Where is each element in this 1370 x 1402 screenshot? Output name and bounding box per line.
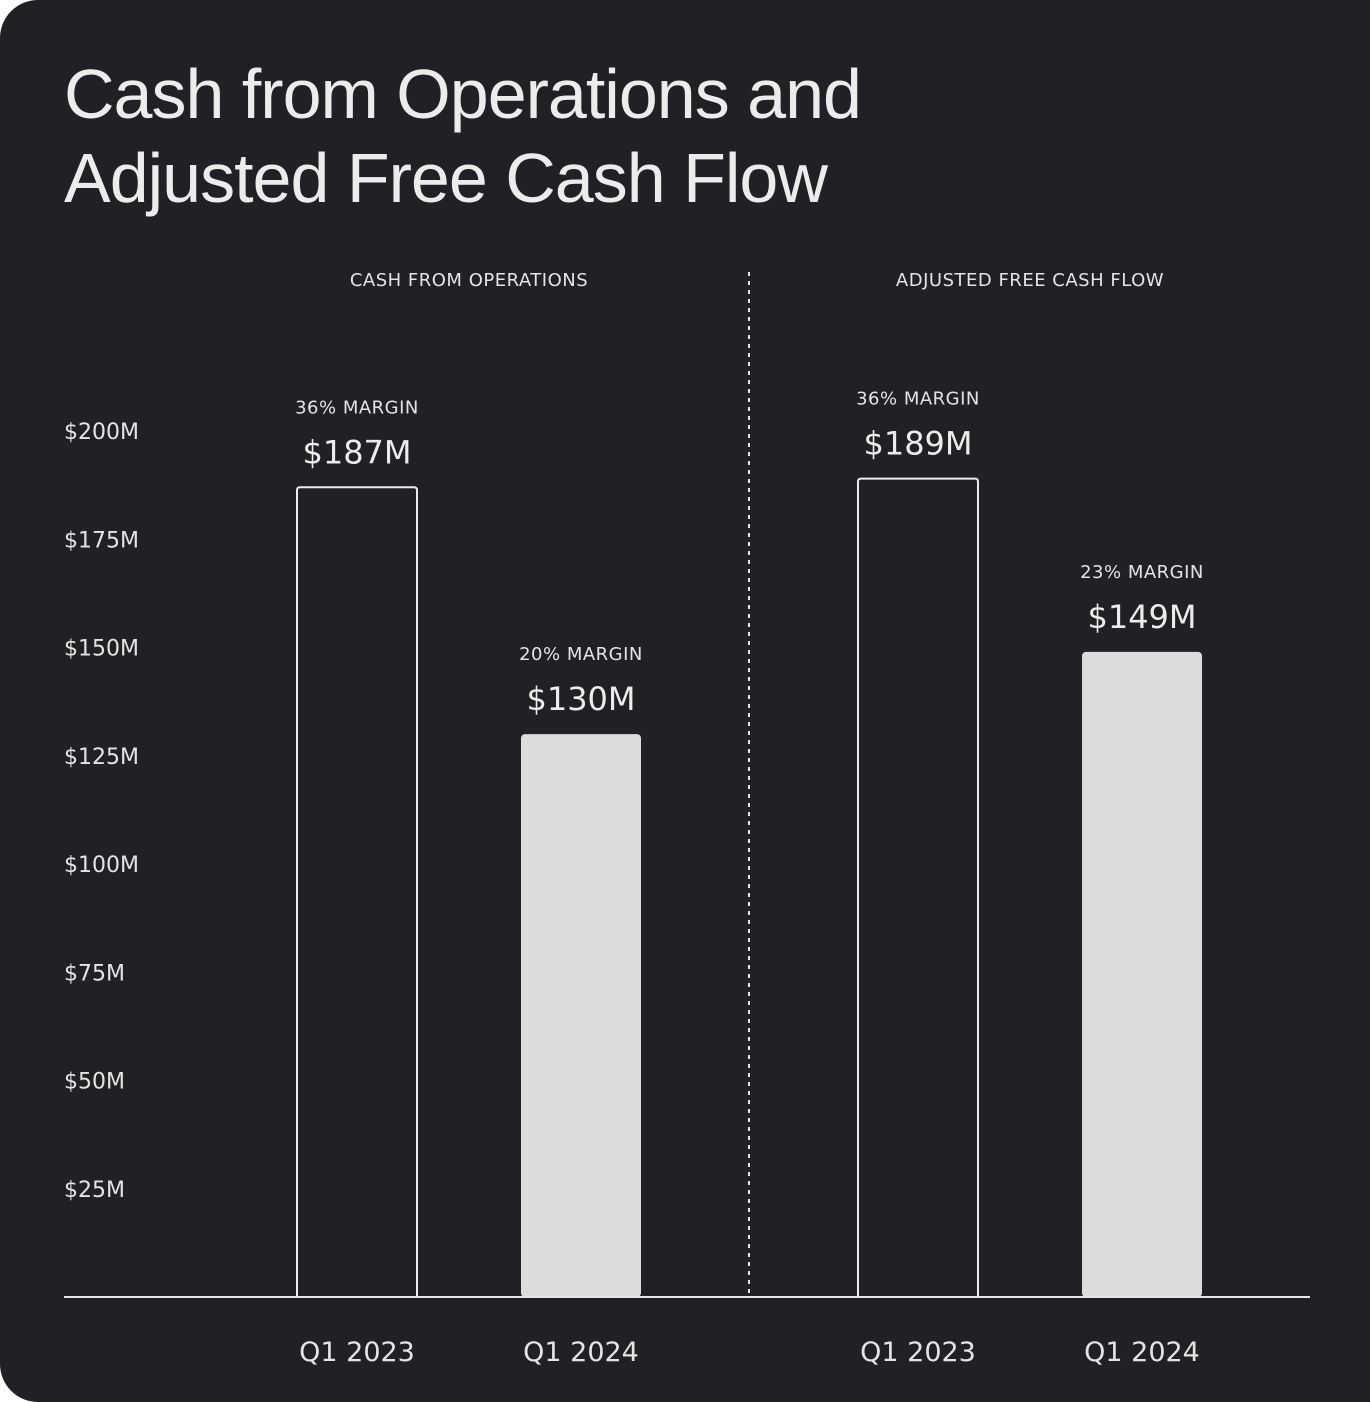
y-tick-label: $150M: [64, 637, 139, 662]
y-tick-label: $50M: [64, 1070, 125, 1095]
chart-title-line-2: Adjusted Free Cash Flow: [64, 139, 828, 217]
y-tick-label: $75M: [64, 961, 125, 986]
y-tick-label: $175M: [64, 528, 139, 553]
x-tick-label: Q1 2023: [299, 1337, 415, 1368]
panel-2: ADJUSTED FREE CASH FLOW 36% MARGIN $189M Q1…: [856, 270, 1204, 1368]
bar-outline: [857, 477, 979, 1297]
y-tick-label: $25M: [64, 1178, 125, 1203]
chart-title: Cash from Operations and Adjusted Free C…: [64, 52, 1264, 220]
y-tick-label: $200M: [64, 420, 139, 445]
value-label: $130M: [526, 680, 635, 718]
x-tick-label: Q1 2024: [1084, 1337, 1200, 1368]
margin-label: 36% MARGIN: [856, 389, 980, 410]
x-tick-label: Q1 2024: [523, 1337, 639, 1368]
value-label: $149M: [1087, 598, 1196, 636]
bar-filled: [1082, 651, 1202, 1297]
panel-1: CASH FROM OPERATIONS 36% MARGIN $187M Q1 20…: [295, 270, 643, 1368]
panel-title: ADJUSTED FREE CASH FLOW: [896, 270, 1164, 291]
bar-filled: [521, 734, 641, 1297]
margin-label: 23% MARGIN: [1080, 562, 1204, 583]
y-tick-label: $125M: [64, 745, 139, 770]
value-label: $189M: [863, 425, 972, 463]
bar-outline: [296, 486, 418, 1297]
panel-title: CASH FROM OPERATIONS: [350, 270, 588, 291]
margin-label: 20% MARGIN: [519, 644, 643, 665]
value-label: $187M: [302, 433, 411, 471]
chart-panels: CASH FROM OPERATIONS 36% MARGIN $187M Q1 20…: [295, 270, 1204, 1368]
x-tick-label: Q1 2023: [860, 1337, 976, 1368]
margin-label: 36% MARGIN: [295, 397, 419, 418]
y-axis: $25M $50M $75M $100M $125M $150M $175M $200M: [64, 420, 139, 1203]
chart-title-line-1: Cash from Operations and: [64, 55, 862, 133]
y-tick-label: $100M: [64, 853, 139, 878]
